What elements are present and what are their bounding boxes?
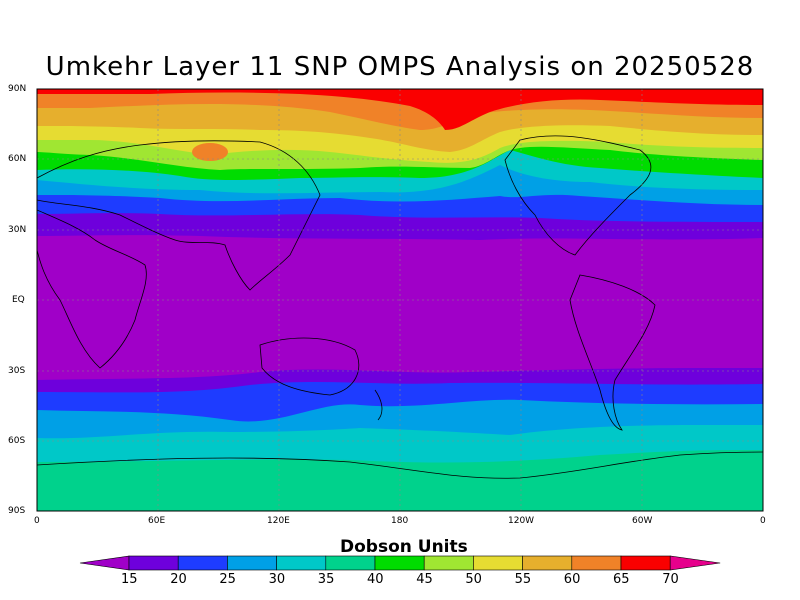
colorbar-tick-label: 45: [416, 572, 433, 587]
colorbar-swatch: [325, 555, 376, 571]
colorbar-swatch: [276, 555, 327, 571]
lon-label: 120W: [508, 516, 535, 526]
colorbar-arrow-high: [669, 555, 721, 571]
lat-label: 90S: [8, 506, 26, 516]
map-frame: [36, 88, 764, 512]
colorbar-swatch: [374, 555, 425, 571]
lon-label: 120E: [267, 516, 290, 526]
lon-label: 0: [760, 516, 766, 526]
colorbar-swatch: [423, 555, 474, 571]
lon-label: 180: [391, 516, 409, 526]
graticule: [37, 89, 763, 511]
colorbar-swatch: [473, 555, 523, 571]
colorbar-tick-label: 20: [170, 572, 187, 587]
lat-label: 30S: [8, 366, 26, 376]
colorbar-swatch: [571, 555, 622, 571]
colorbar-tick-label: 30: [268, 572, 286, 587]
lon-label: 0: [34, 516, 40, 526]
colorbar: [79, 555, 721, 571]
lon-label: 60E: [148, 516, 166, 526]
colorbar-tick-label: 15: [121, 572, 138, 587]
lat-label: 90N: [8, 84, 27, 94]
lat-label: 60S: [8, 436, 26, 446]
colorbar-swatch: [177, 555, 228, 571]
colorbar-title: Dobson Units: [340, 537, 468, 557]
lat-label: 30N: [8, 225, 27, 235]
colorbar-tick-label: 25: [219, 572, 236, 587]
colorbar-tick-label: 35: [317, 572, 335, 587]
colorbar-swatch: [620, 555, 671, 571]
colorbar-swatch: [522, 555, 573, 571]
colorbar-tick-label: 65: [613, 572, 630, 587]
lon-label: 60W: [632, 516, 653, 526]
coastlines: [37, 135, 763, 479]
colorbar-tick-label: 55: [514, 572, 532, 587]
colorbar-tick-label: 40: [367, 572, 384, 587]
ozone-field: [37, 89, 763, 511]
lat-label: EQ: [12, 295, 25, 305]
colorbar-tick-label: 60: [563, 572, 581, 587]
colorbar-swatch: [227, 555, 277, 571]
colorbar-arrow-low: [79, 555, 130, 571]
map-title: Umkehr Layer 11 SNP OMPS Analysis on 202…: [45, 52, 755, 82]
colorbar-swatch: [128, 555, 179, 571]
colorbar-tick-label: 50: [465, 572, 482, 587]
colorbar-tick-label: 70: [662, 572, 679, 587]
lat-label: 60N: [8, 154, 27, 164]
